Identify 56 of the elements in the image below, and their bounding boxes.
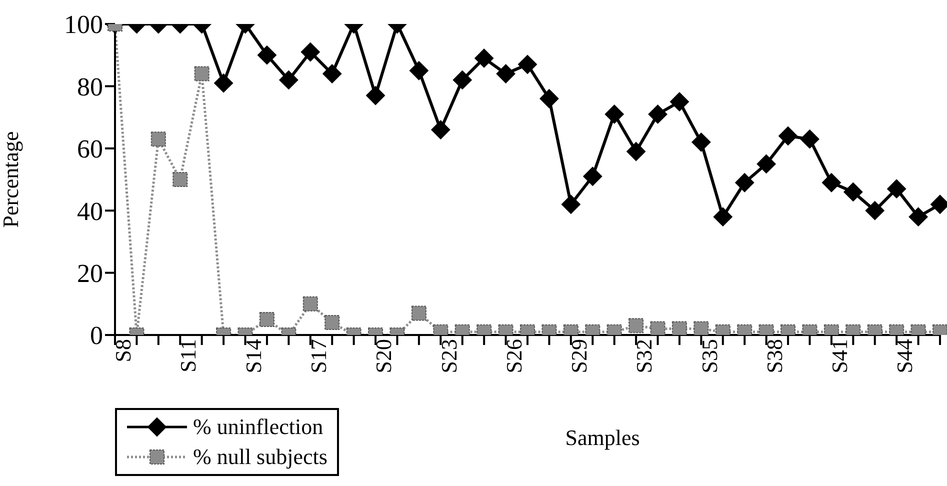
point (150, 132, 166, 147)
point (366, 86, 386, 106)
point (257, 46, 276, 65)
x-axis-title: Samples (565, 425, 640, 450)
point (409, 61, 428, 80)
point (735, 173, 754, 192)
point (300, 42, 320, 62)
point (692, 132, 711, 152)
y-tick-label: 60 (77, 134, 103, 164)
x-tick-label: S8 (110, 339, 136, 362)
legend-label: % null subjects (193, 443, 328, 471)
x-tick-label: S32 (632, 339, 657, 374)
point (452, 70, 472, 90)
point (713, 207, 732, 226)
point (778, 126, 798, 146)
point (172, 172, 188, 187)
y-tick-label: 0 (90, 321, 103, 350)
x-tick-label: S14 (240, 339, 266, 374)
point (194, 66, 210, 82)
point (908, 207, 928, 226)
point (887, 179, 906, 198)
y-axis-title: Percentage (0, 131, 23, 228)
point (670, 92, 689, 112)
point (540, 89, 559, 108)
point (822, 173, 841, 192)
point (279, 70, 298, 90)
x-tick-label: S35 (696, 339, 722, 374)
x-tick-label: S17 (306, 339, 332, 374)
x-tick-label: S23 (436, 339, 462, 374)
point (431, 120, 450, 140)
legend-label: % uninflection (193, 413, 324, 441)
y-tick-label: 40 (77, 196, 103, 226)
point (496, 64, 516, 84)
point (648, 104, 668, 124)
x-tick-label: S41 (827, 339, 852, 374)
x-tick-label: S11 (176, 339, 201, 372)
point (626, 142, 646, 162)
point (474, 48, 494, 68)
y-tick-label: 80 (77, 72, 103, 102)
point (756, 154, 776, 174)
x-tick-label: S44 (892, 339, 918, 374)
x-tick-label: S29 (566, 339, 592, 374)
y-tick-label: 100 (64, 10, 103, 40)
point (800, 130, 820, 149)
x-tick-label: S20 (371, 339, 396, 374)
point (322, 64, 342, 84)
point (518, 54, 537, 74)
y-tick-label: 20 (77, 259, 103, 288)
point (583, 166, 602, 186)
point (604, 104, 624, 124)
point (865, 201, 884, 220)
point (214, 74, 234, 93)
x-tick-label: S26 (501, 339, 526, 374)
point (844, 182, 863, 202)
x-tick-label: S38 (762, 339, 787, 374)
point (561, 194, 580, 214)
